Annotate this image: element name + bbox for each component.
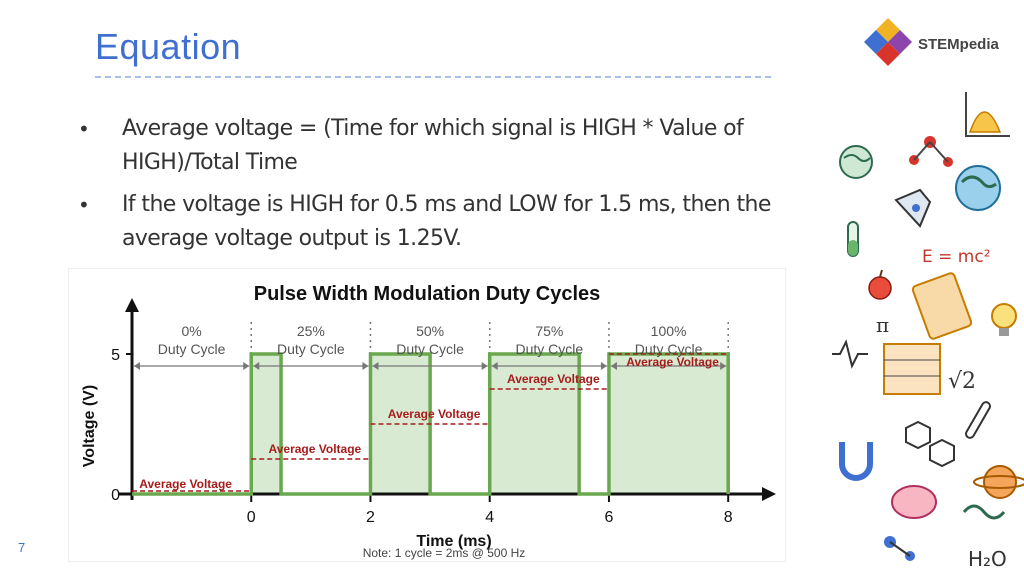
- duty-arrowhead-icon: [253, 362, 260, 370]
- duty-arrowhead-icon: [610, 362, 617, 370]
- x-tick-label: 8: [724, 509, 733, 526]
- y-tick-label: 5: [111, 347, 120, 364]
- h2o-label: H₂O: [968, 547, 1007, 571]
- pwm-signal-line: [132, 352, 730, 496]
- duty-percent-label: 25%: [297, 323, 325, 339]
- book-icon: [911, 272, 973, 340]
- formula-label: E = mc²: [922, 247, 991, 267]
- duty-percent-label: 100%: [651, 323, 687, 339]
- y-axis-arrow-icon: [125, 298, 139, 312]
- duty-arrowhead-icon: [600, 362, 607, 370]
- duty-arrowhead-icon: [720, 362, 727, 370]
- pulse-fill: [489, 354, 580, 494]
- title-divider: [95, 76, 771, 78]
- stempedia-logo-icon: [864, 18, 912, 66]
- doodle-illustration: E = mc² π √2: [832, 92, 1024, 571]
- test-tube-icon: [847, 221, 859, 257]
- duty-cycle-label: Duty Cycle: [158, 341, 226, 357]
- duty-arrowhead-icon: [243, 362, 250, 370]
- duty-arrowhead-icon: [491, 362, 498, 370]
- abacus-icon: [883, 343, 941, 395]
- earth-icon: [955, 165, 1001, 211]
- y-tick-label: 0: [111, 487, 120, 504]
- y-axis-label: Voltage (V): [81, 385, 98, 467]
- pulse-fill: [251, 354, 282, 494]
- wave-icon: [832, 339, 868, 369]
- bullet-dot-icon: •: [78, 193, 90, 217]
- planet-icon: [973, 465, 1024, 499]
- duty-cycle-label: Duty Cycle: [277, 341, 345, 357]
- duty-cycle-label: Duty Cycle: [635, 341, 703, 357]
- lightbulb-icon: [991, 303, 1017, 336]
- duty-arrowhead-icon: [362, 362, 369, 370]
- bullet-text: Average voltage = (Time for which signal…: [122, 116, 744, 175]
- page-number: 7: [18, 540, 26, 555]
- globe-icon: [839, 145, 873, 179]
- duty-arrowhead-icon: [372, 362, 379, 370]
- rocket-icon: [894, 188, 932, 228]
- pulse-fill: [608, 354, 729, 494]
- apple-icon: [868, 269, 892, 300]
- duty-arrowhead-icon: [481, 362, 488, 370]
- bullet-item: • Average voltage = (Time for which sign…: [78, 112, 778, 180]
- x-tick-label: 2: [366, 509, 375, 526]
- atom-chain-icon: [884, 536, 915, 561]
- dna-icon: [962, 504, 1006, 520]
- x-tick-label: 0: [247, 509, 256, 526]
- duty-arrowhead-icon: [134, 362, 140, 370]
- average-voltage-label: Average Voltage: [139, 477, 232, 491]
- pi-label: π: [876, 313, 889, 337]
- bullet-item: • If the voltage is HIGH for 0.5 ms and …: [78, 188, 778, 256]
- chart-note: Note: 1 cycle = 2ms @ 500 Hz: [363, 546, 526, 560]
- x-axis-arrow-icon: [762, 487, 776, 501]
- duty-cycle-label: Duty Cycle: [396, 341, 464, 357]
- average-voltage-label: Average Voltage: [507, 372, 600, 386]
- bullet-dot-icon: •: [78, 117, 90, 141]
- x-axis-label: Time (ms): [416, 533, 491, 550]
- chart-title: Pulse Width Modulation Duty Cycles: [254, 283, 601, 305]
- duty-percent-label: 75%: [535, 323, 563, 339]
- pwm-chart: Pulse Width Modulation Duty Cycles Volta…: [67, 267, 787, 563]
- bullet-text: If the voltage is HIGH for 0.5 ms and LO…: [122, 192, 771, 251]
- hexagon-molecule-icon: [905, 420, 955, 468]
- duty-percent-label: 50%: [416, 323, 444, 339]
- molecule-icon: [909, 136, 953, 167]
- chart-doodle-icon: [965, 92, 1010, 137]
- thermometer-icon: [965, 401, 991, 439]
- x-tick-label: 4: [485, 509, 494, 526]
- chart-svg: Pulse Width Modulation Duty Cycles Volta…: [67, 267, 787, 563]
- brain-icon: [891, 485, 937, 519]
- brand-name: STEMpedia: [918, 36, 999, 53]
- science-doodles: E = mc² π √2: [826, 82, 1024, 576]
- bullet-list: • Average voltage = (Time for which sign…: [78, 112, 778, 264]
- magnet-icon: [839, 442, 873, 481]
- average-voltage-label: Average Voltage: [388, 407, 481, 421]
- sqrt-label: √2: [948, 369, 976, 394]
- stempedia-logo: STEMpedia: [860, 16, 1020, 72]
- duty-cycle-label: Duty Cycle: [515, 341, 583, 357]
- slide-title: Equation: [95, 26, 242, 67]
- average-voltage-label: Average Voltage: [626, 355, 719, 369]
- duty-percent-label: 0%: [182, 323, 202, 339]
- average-voltage-label: Average Voltage: [269, 442, 362, 456]
- x-tick-label: 6: [604, 509, 613, 526]
